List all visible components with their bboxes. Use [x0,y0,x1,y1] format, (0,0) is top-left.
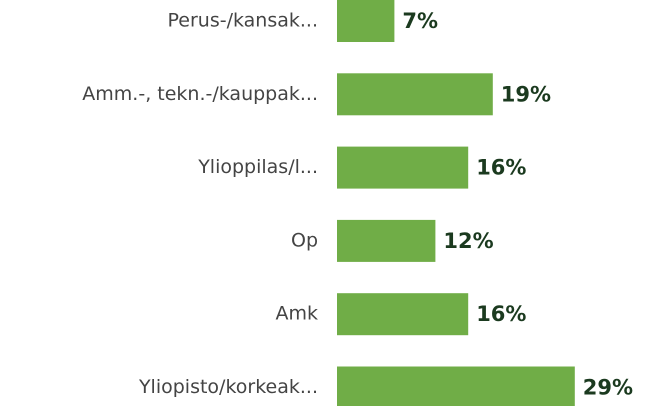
category-label: Ylioppilas/l... [197,156,318,178]
value-label: 29% [583,376,633,400]
category-label: Yliopisto/korkeak... [138,376,318,398]
value-label: 16% [476,156,526,180]
category-label: Amk [275,303,318,325]
bar [337,146,469,189]
bar [337,0,395,42]
category-label: Op [291,229,318,251]
value-label: 7% [402,9,438,33]
bar [337,219,436,262]
value-label: 19% [501,82,551,106]
bar [337,366,575,406]
category-label: Perus-/kansak... [168,10,319,32]
bar [337,293,469,336]
category-label: Amm.-, tekn.-/kauppak... [82,83,318,105]
bar [337,73,493,116]
value-label: 12% [443,229,493,253]
value-label: 16% [476,302,526,326]
